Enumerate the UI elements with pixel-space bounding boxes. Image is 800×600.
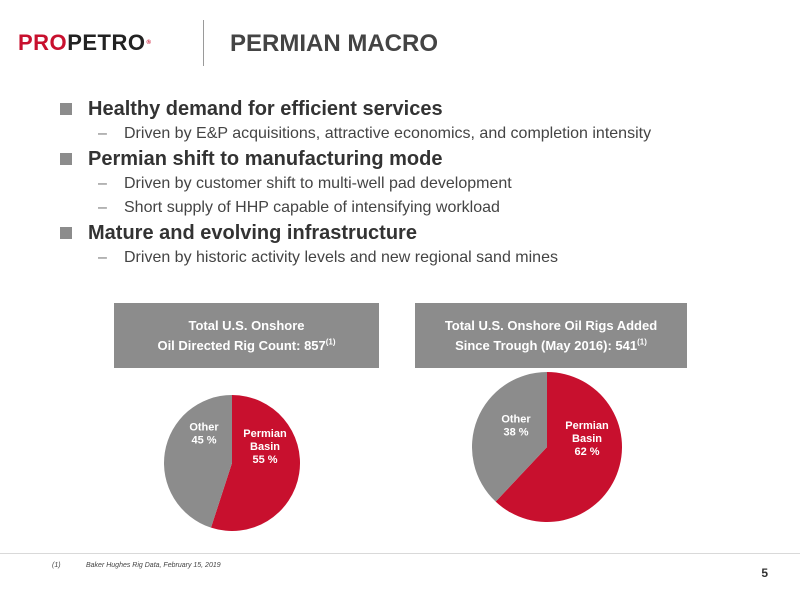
bullet-text: Healthy demand for efficient services: [88, 98, 443, 120]
pie-slice-other: [472, 372, 547, 502]
bullet-text: Mature and evolving infrastructure: [88, 222, 417, 244]
chart-header-line1: Total U.S. Onshore Oil Rigs Added: [444, 317, 658, 333]
rig-count-pie-chart: Permian Basin 55 % Other 45 %: [164, 395, 300, 531]
footnote-text: Baker Hughes Rig Data, February 15, 2019: [86, 562, 221, 569]
rigs-added-chart-header: Total U.S. Onshore Oil Rigs Added Since …: [415, 303, 687, 368]
sub-bullet-item: – Driven by historic activity levels and…: [58, 246, 778, 270]
pie-slice-label-permian: Permian Basin 62 %: [565, 420, 609, 458]
bullet-text: Permian shift to manufacturing mode: [88, 148, 443, 170]
pie-slice-permian: [210, 395, 300, 531]
sub-bullet-item: – Short supply of HHP capable of intensi…: [58, 196, 778, 220]
pie-slice-other: [164, 395, 232, 528]
bullet-item: Mature and evolving infrastructure: [58, 220, 778, 246]
dash-icon: –: [98, 125, 107, 142]
sub-bullet-text: Driven by E&P acquisitions, attractive e…: [124, 125, 652, 142]
sub-bullet-item: – Driven by customer shift to multi-well…: [58, 172, 778, 196]
header-divider: [203, 20, 204, 66]
sub-bullet-text: Driven by historic activity levels and n…: [124, 249, 558, 266]
logo-petro: PETRO: [67, 30, 146, 55]
dash-icon: –: [98, 175, 107, 192]
chart-header-line1: Total U.S. Onshore: [188, 317, 305, 333]
logo-registered-mark: ®: [146, 40, 152, 46]
dash-icon: –: [98, 199, 107, 216]
page-title: PERMIAN MACRO: [230, 30, 438, 57]
bullet-square-icon: [60, 227, 72, 239]
pie-slice-label-other: Other 45 %: [189, 422, 219, 447]
bullet-item: Healthy demand for efficient services: [58, 96, 778, 122]
chart-header-line2: Oil Directed Rig Count: 857(1): [114, 336, 379, 356]
pie-slice-permian: [495, 372, 622, 522]
bullet-square-icon: [60, 103, 72, 115]
dash-icon: –: [98, 249, 107, 266]
chart-header-line2-text: Oil Directed Rig Count: 857: [157, 337, 326, 353]
propetro-logo: PROPETRO®: [18, 31, 151, 55]
chart-header-line2-text: Since Trough (May 2016): 541: [455, 337, 638, 353]
sub-bullet-text: Driven by customer shift to multi-well p…: [124, 175, 512, 192]
footnote-ref: (1): [325, 337, 336, 347]
sub-bullet-item: – Driven by E&P acquisitions, attractive…: [58, 122, 778, 146]
bullet-item: Permian shift to manufacturing mode: [58, 146, 778, 172]
pie-slice-label-permian: Permian Basin 55 %: [243, 428, 287, 466]
chart-header-line2: Since Trough (May 2016): 541(1): [415, 336, 687, 356]
footer-divider: [0, 553, 800, 554]
page-number: 5: [761, 566, 768, 580]
footnote: (1) Baker Hughes Rig Data, February 15, 2…: [52, 562, 221, 569]
logo-pro: PRO: [18, 30, 68, 55]
pie-slice-label-other: Other 38 %: [501, 414, 531, 439]
rigs-added-pie-chart: Permian Basin 62 % Other 38 %: [472, 372, 622, 522]
bullet-list: Healthy demand for efficient services – …: [58, 96, 778, 270]
footnote-number: (1): [52, 562, 61, 569]
bullet-square-icon: [60, 153, 72, 165]
rig-count-chart-header: Total U.S. Onshore Oil Directed Rig Coun…: [114, 303, 379, 368]
footnote-ref: (1): [637, 337, 647, 347]
sub-bullet-text: Short supply of HHP capable of intensify…: [124, 199, 500, 216]
